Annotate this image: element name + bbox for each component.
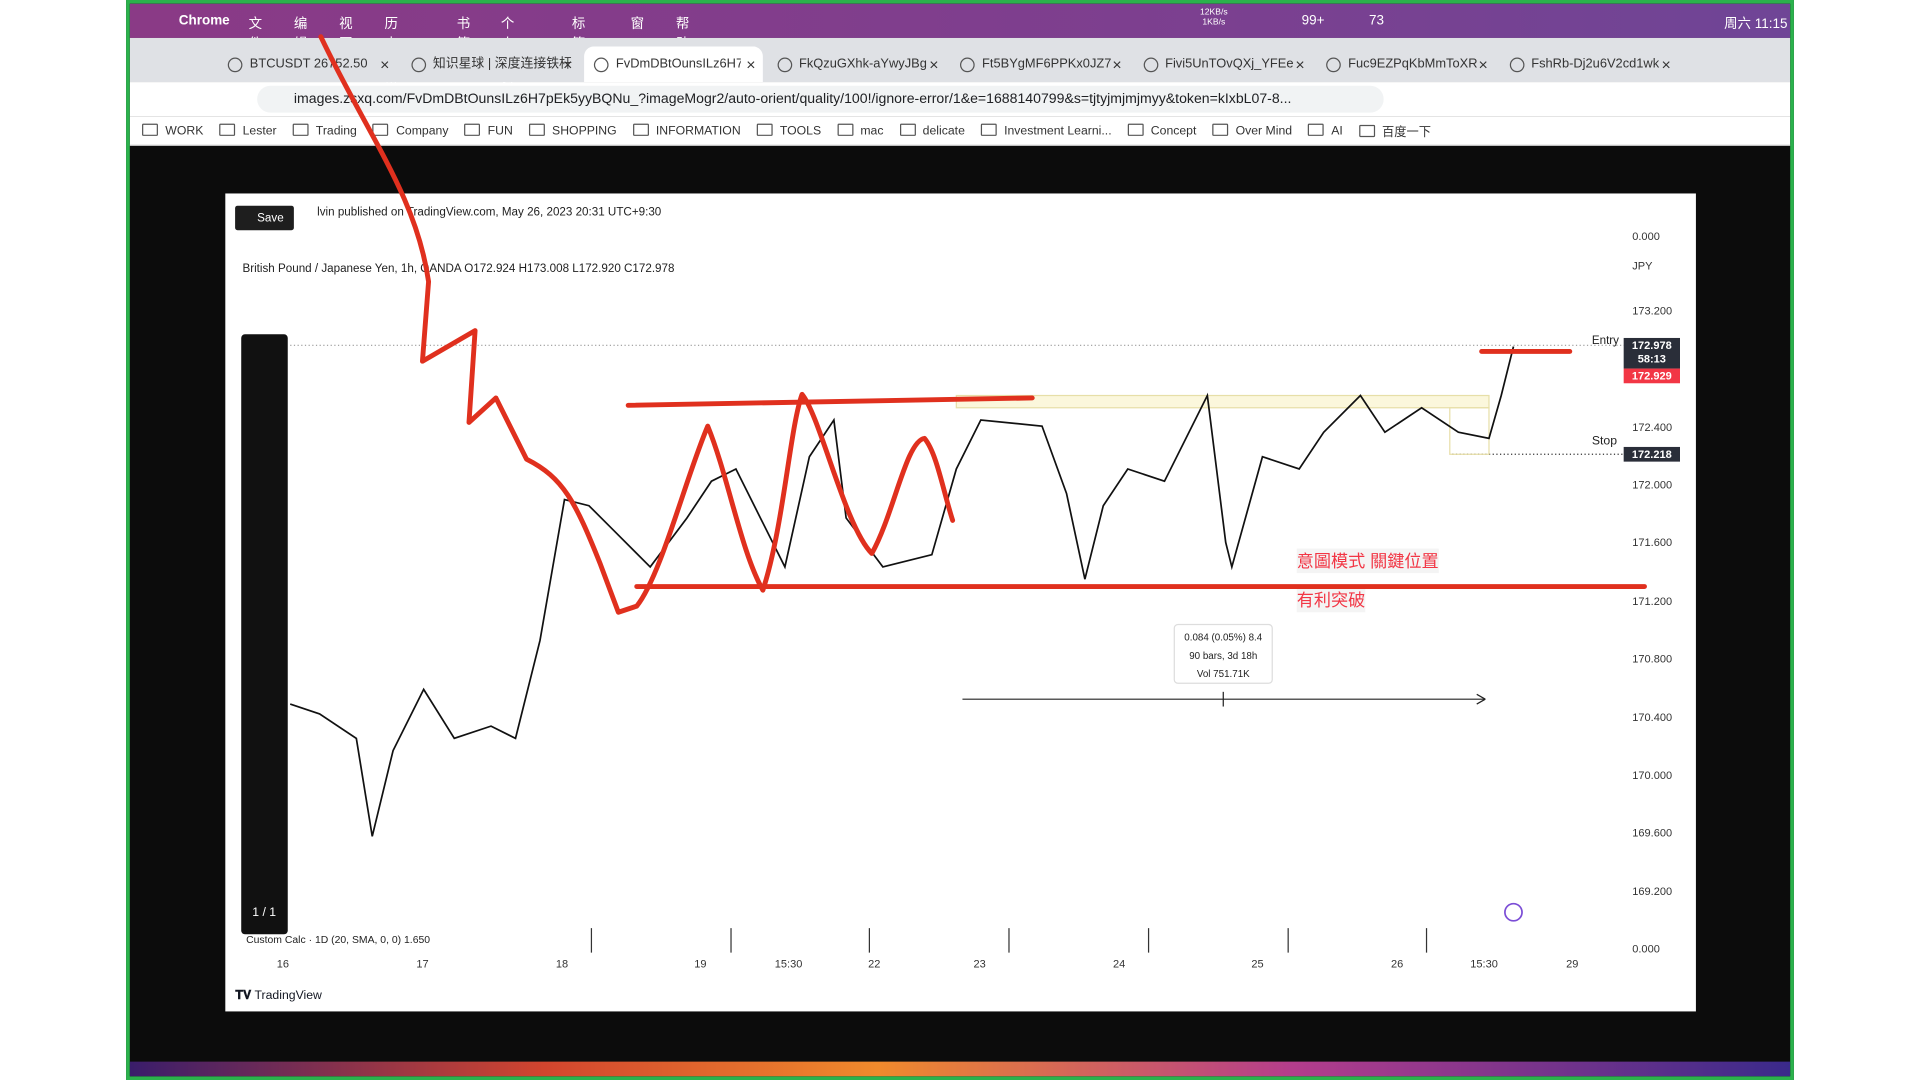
indicator: Custom Calc · 1D (20, SMA, 0, 0) 1.650 — [246, 933, 431, 946]
time-axis-label: 24 — [1113, 957, 1126, 970]
price-axis-label: JPY — [1632, 259, 1653, 272]
chart-image: Save lvin published on TradingView.com, … — [225, 193, 1696, 1012]
price-axis-label: 172.400 — [1632, 421, 1673, 434]
bookmark[interactable]: INFORMATION — [633, 123, 741, 137]
tab[interactable]: Fuc9EZPqKbMmToXR — [1316, 47, 1495, 82]
brand-name: TradingView — [254, 989, 322, 1003]
browser-window: Chrome 文件编辑视图历史记录书签个人资料标签页窗口帮助 12KB/s1KB… — [126, 0, 1794, 1080]
toolbar-page: 1 / 1 — [252, 906, 277, 920]
measure-arrow — [1476, 693, 1486, 705]
bookmark[interactable]: WORK — [142, 123, 203, 137]
price-axis-label: 170.800 — [1632, 652, 1673, 665]
menu-bar: Chrome 文件编辑视图历史记录书签个人资料标签页窗口帮助 12KB/s1KB… — [129, 3, 1791, 91]
price-axis-label: 171.600 — [1632, 536, 1673, 549]
bookmark[interactable]: Lester — [219, 123, 277, 137]
chat-count[interactable]: 73 — [1368, 13, 1384, 29]
bookmark[interactable]: AI — [1308, 123, 1343, 137]
time-axis-label: 18 — [555, 957, 569, 970]
bookmark[interactable]: Company — [373, 123, 448, 137]
dock-strip — [129, 1061, 1791, 1077]
bookmark[interactable]: SHOPPING — [529, 123, 617, 137]
bookmark[interactable]: FUN — [464, 123, 513, 137]
net-down: 1KB/s — [1202, 18, 1226, 27]
measure-box — [1173, 623, 1273, 684]
bookmark[interactable]: Concept — [1128, 123, 1197, 137]
annotation: 意圖模式 關鍵位置 — [1296, 548, 1439, 574]
lightning-icon — [1504, 902, 1523, 922]
chart-drawing — [235, 205, 1630, 953]
annotation: 有利突破 — [1296, 587, 1366, 613]
address-bar[interactable]: images.zsxq.com/FvDmDBtOunsILz6H7pEk5yyB… — [257, 85, 1384, 113]
bookmark[interactable]: TOOLS — [757, 123, 821, 137]
brand-logo: 𝐓𝐕 — [235, 989, 255, 1003]
zone — [1449, 407, 1490, 455]
tab[interactable]: Ft5BYgMF6PPKx0JZ7 — [950, 47, 1129, 82]
measure-info: 0.084 (0.05%) 8.4 90 bars, 3d 18h Vol 751.… — [1174, 628, 1272, 683]
time-axis-label: 22 — [868, 957, 881, 970]
countdown: 58:13 — [1637, 352, 1666, 365]
entry-label: Entry — [1591, 334, 1620, 348]
price-axis-label: 172.000 — [1632, 478, 1673, 492]
bookmarks-bar: WORK Lester Trading Company FUN SHOPPING INFOR… — [129, 116, 1791, 146]
tab[interactable]: FvDmDBtOunsILz6H7 — [584, 46, 763, 83]
save-button-bg — [235, 205, 294, 231]
clock[interactable]: 周六 11:15 — [1724, 17, 1788, 32]
brand: 𝐓𝐕 TradingView — [235, 989, 322, 1002]
time-axis-label: 26 — [1391, 957, 1404, 970]
price-axis-label: 169.600 — [1632, 826, 1673, 839]
time-axis-label: 23 — [973, 957, 986, 970]
measure-line-text: 0.084 (0.05%) 8.4 — [1184, 631, 1263, 643]
zone — [955, 394, 1490, 409]
session-ticks — [590, 928, 1428, 953]
bookmark[interactable]: delicate — [899, 123, 965, 137]
price-axis-label: 0.000 — [1632, 230, 1660, 243]
tab-bar: BTCUSDT 26752.50知识星球 | 深度连接铁杆FvDmDBtOuns… — [129, 37, 1791, 83]
time-axis-label: 19 — [694, 957, 707, 970]
price-axis-label: 173.200 — [1632, 304, 1673, 318]
stop-price-tag: 172.218 — [1623, 446, 1681, 462]
entry-price-tag: 172.929 — [1623, 368, 1681, 384]
net-up: 12KB/s — [1200, 8, 1228, 18]
time-axis-label: 29 — [1566, 957, 1579, 970]
tab[interactable]: 知识星球 | 深度连接铁杆 — [401, 47, 580, 82]
price-axis-label: 170.400 — [1632, 711, 1673, 724]
toolbar: images.zsxq.com/FvDmDBtOunsILz6H7pEk5yyB… — [129, 82, 1791, 117]
bookmark[interactable]: Trading — [293, 123, 357, 137]
drawing-toolbar — [241, 334, 288, 935]
bookmark[interactable]: 百度一下 — [1359, 121, 1431, 139]
last-price-tag: 172.978 58:13 — [1623, 337, 1681, 369]
tab[interactable]: BTCUSDT 26752.50 — [218, 47, 397, 82]
tab[interactable]: Fivi5UnTOvQXj_YFEe — [1133, 47, 1312, 82]
badge[interactable]: 99+ — [1301, 13, 1325, 29]
bookmark[interactable]: mac — [837, 123, 883, 137]
measure-line-text: Vol 751.71K — [1196, 668, 1250, 680]
time-axis-label: 16 — [276, 957, 289, 970]
tab[interactable]: FkQzuGXhk-aYwyJBg — [767, 47, 946, 82]
save-button[interactable]: Save — [257, 211, 284, 226]
app-name[interactable]: Chrome — [178, 13, 230, 29]
price-axis-label: 171.200 — [1632, 595, 1673, 608]
measure-line-text: 90 bars, 3d 18h — [1189, 650, 1258, 662]
bookmark[interactable]: Investment Learni... — [981, 123, 1112, 137]
bookmark[interactable]: Over Mind — [1212, 123, 1292, 137]
time-axis-label: 15:30 — [1470, 957, 1498, 970]
price-axis-label: 0.000 — [1632, 942, 1660, 956]
last-price: 172.978 — [1631, 339, 1672, 352]
net-speed: 12KB/s 1KB/s — [1200, 9, 1228, 29]
tab[interactable]: FshRb-Dj2u6V2cd1wk — [1499, 47, 1678, 82]
time-axis-label: 17 — [416, 957, 429, 970]
symbol-info: British Pound / Japanese Yen, 1h, OANDA … — [242, 262, 675, 276]
price-axis-label: 170.000 — [1632, 768, 1673, 782]
price-axis-label: 169.200 — [1632, 885, 1673, 898]
time-axis-label: 25 — [1251, 957, 1264, 970]
time-axis-label: 15:30 — [774, 957, 803, 970]
stop-label: Stop — [1591, 434, 1618, 449]
publisher: lvin published on TradingView.com, May 2… — [317, 205, 662, 220]
